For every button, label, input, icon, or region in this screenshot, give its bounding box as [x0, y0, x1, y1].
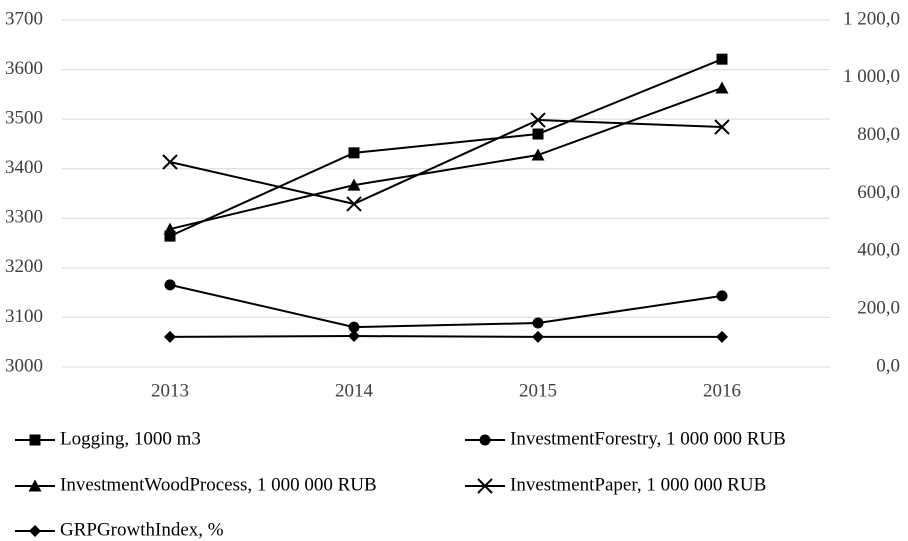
y-tick-label: 3600	[5, 58, 43, 79]
x-tick-label: 2016	[703, 380, 741, 401]
marker	[715, 81, 729, 94]
y-tick-label: 3500	[5, 108, 43, 129]
marker	[29, 525, 41, 537]
y2-tick-label: 800,0	[857, 124, 900, 145]
marker	[348, 330, 360, 343]
series-line	[169, 335, 722, 338]
marker	[29, 434, 41, 446]
series-line	[169, 87, 723, 231]
y2-tick-label: 400,0	[857, 240, 900, 261]
y-tick-label: 3400	[5, 157, 43, 178]
legend-label: InvestmentForestry, 1 000 000 RUB	[510, 428, 786, 449]
marker	[28, 479, 42, 492]
marker	[164, 330, 176, 343]
marker	[347, 178, 361, 191]
y-tick-label: 3300	[5, 207, 43, 228]
marker	[716, 53, 728, 65]
marker	[532, 330, 544, 343]
legend-label: InvestmentWoodProcess, 1 000 000 RUB	[60, 474, 377, 495]
x-tick-label: 2015	[519, 380, 557, 401]
y2-tick-label: 200,0	[857, 298, 900, 319]
y-tick-label: 3200	[5, 256, 43, 277]
y2-tick-label: 1 000,0	[843, 66, 900, 87]
marker	[348, 321, 360, 333]
marker	[477, 478, 493, 494]
y-tick-label: 3000	[5, 355, 43, 376]
y2-tick-label: 1 200,0	[843, 8, 900, 29]
marker	[530, 112, 546, 128]
marker	[531, 148, 545, 161]
marker	[164, 279, 176, 291]
y-tick-label: 3100	[5, 306, 43, 327]
legend-label: GRPGrowthIndex, %	[60, 519, 224, 540]
y-tick-label: 3700	[5, 8, 43, 29]
marker	[162, 154, 178, 170]
marker	[714, 119, 730, 135]
marker	[532, 317, 544, 329]
series-line	[169, 119, 723, 205]
marker	[532, 128, 544, 140]
marker	[346, 196, 362, 212]
marker	[716, 330, 728, 343]
legend-label: InvestmentPaper, 1 000 000 RUB	[510, 474, 766, 495]
marker	[164, 230, 176, 242]
marker	[716, 290, 728, 302]
x-tick-label: 2013	[151, 380, 189, 401]
series-line	[169, 283, 723, 329]
y2-tick-label: 600,0	[857, 182, 900, 203]
legend-label: Logging, 1000 m3	[60, 428, 201, 449]
y2-tick-label: 0,0	[876, 355, 900, 376]
series-line	[169, 58, 723, 238]
x-tick-label: 2014	[335, 380, 374, 401]
marker	[348, 147, 360, 159]
marker	[479, 434, 491, 446]
marker	[163, 222, 177, 235]
